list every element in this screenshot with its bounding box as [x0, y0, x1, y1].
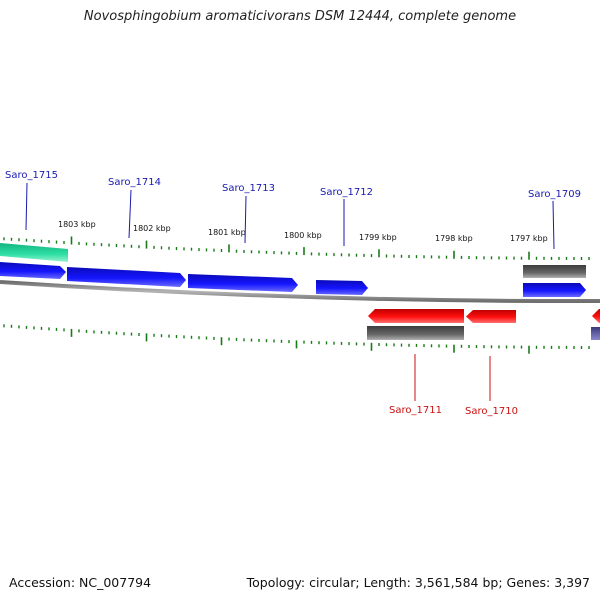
genome-summary: Topology: circular; Length: 3,561,584 bp…	[246, 575, 590, 590]
genome-title: Novosphingobium aromaticivorans DSM 1244…	[83, 9, 517, 24]
gene-label-saro-1712[interactable]: Saro_1712	[320, 187, 373, 198]
highlight-feature[interactable]	[0, 243, 68, 262]
gene-labels: Saro_1715 Saro_1714 Saro_1713 Saro_1712 …	[5, 170, 581, 417]
gene-label-saro-1715[interactable]: Saro_1715	[5, 170, 58, 181]
leader-line	[244, 195, 247, 244]
gene-arrow-saro-1714[interactable]	[67, 267, 186, 287]
kbp-ruler-labels: 1803 kbp 1802 kbp 1801 kbp 1800 kbp 1799…	[58, 220, 548, 243]
feature-block[interactable]	[367, 326, 464, 340]
accession-label: Accession: NC_007794	[9, 575, 152, 590]
leader-line	[552, 200, 555, 250]
gene-arrow-saro-1710[interactable]	[466, 310, 516, 323]
forward-strand-genes	[0, 262, 586, 297]
gene-label-saro-1710[interactable]: Saro_1710	[465, 406, 518, 417]
outer-tick-ruler	[3, 236, 590, 260]
gene-arrow-saro-1712[interactable]	[316, 280, 368, 295]
feature-block[interactable]	[523, 265, 586, 278]
gene-label-saro-1709[interactable]: Saro_1709	[528, 189, 581, 200]
ruler-label: 1800 kbp	[284, 231, 322, 240]
label-leader-lines	[25, 182, 555, 401]
genome-backbone	[0, 280, 600, 304]
ruler-label: 1797 kbp	[510, 234, 548, 243]
gene-arrow-saro-1711[interactable]	[368, 309, 464, 323]
gene-arrow-saro-1713[interactable]	[188, 274, 298, 292]
ruler-label: 1798 kbp	[435, 234, 473, 243]
ruler-label: 1802 kbp	[133, 224, 171, 233]
other-features	[367, 265, 586, 340]
gene-label-saro-1713[interactable]: Saro_1713	[222, 183, 275, 194]
gene-arrow-saro-1715[interactable]	[0, 262, 66, 279]
gene-arrow-edge[interactable]	[592, 309, 600, 323]
reverse-strand-genes	[368, 309, 600, 340]
leader-line	[25, 182, 28, 231]
ruler-label: 1803 kbp	[58, 220, 96, 229]
gene-arrow-saro-1709[interactable]	[523, 283, 586, 297]
feature-block-edge[interactable]	[591, 327, 600, 340]
gene-label-saro-1714[interactable]: Saro_1714	[108, 177, 161, 188]
ruler-label: 1799 kbp	[359, 233, 397, 242]
gene-label-saro-1711[interactable]: Saro_1711	[389, 405, 442, 416]
leader-line	[128, 189, 132, 239]
inner-tick-ruler	[3, 324, 590, 354]
ruler-label: 1801 kbp	[208, 228, 246, 237]
